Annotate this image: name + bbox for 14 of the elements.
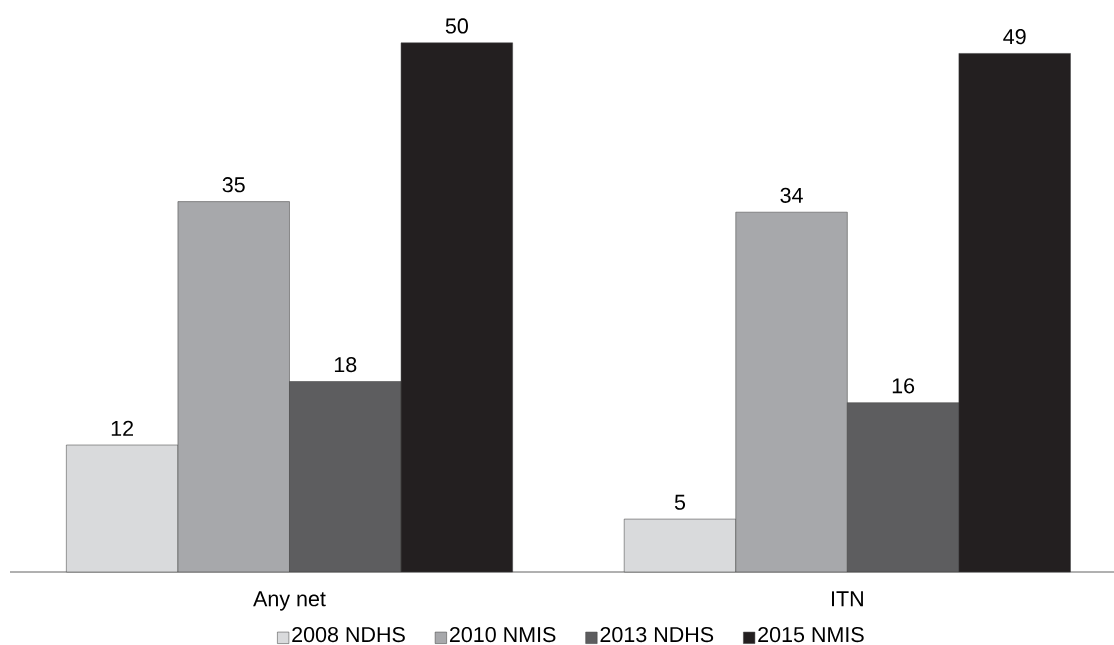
data-label: 18 xyxy=(334,357,357,373)
legend-label: 2010 NMIS xyxy=(449,626,556,643)
legend-label: 2015 NMIS xyxy=(758,626,864,643)
data-label: 5 xyxy=(674,494,686,510)
data-label: 12 xyxy=(111,420,133,436)
x-tick-label: Any net xyxy=(253,591,326,611)
legend-label: 2013 NDHS xyxy=(600,626,714,643)
data-label: 34 xyxy=(780,187,803,203)
data-label: 35 xyxy=(222,177,245,193)
data-label: 49 xyxy=(1003,28,1026,45)
x-tick-label: ITN xyxy=(832,591,863,607)
data-label: 16 xyxy=(892,378,915,394)
legend-label: 2008 NDHS xyxy=(292,626,405,643)
data-label: 50 xyxy=(445,18,468,34)
